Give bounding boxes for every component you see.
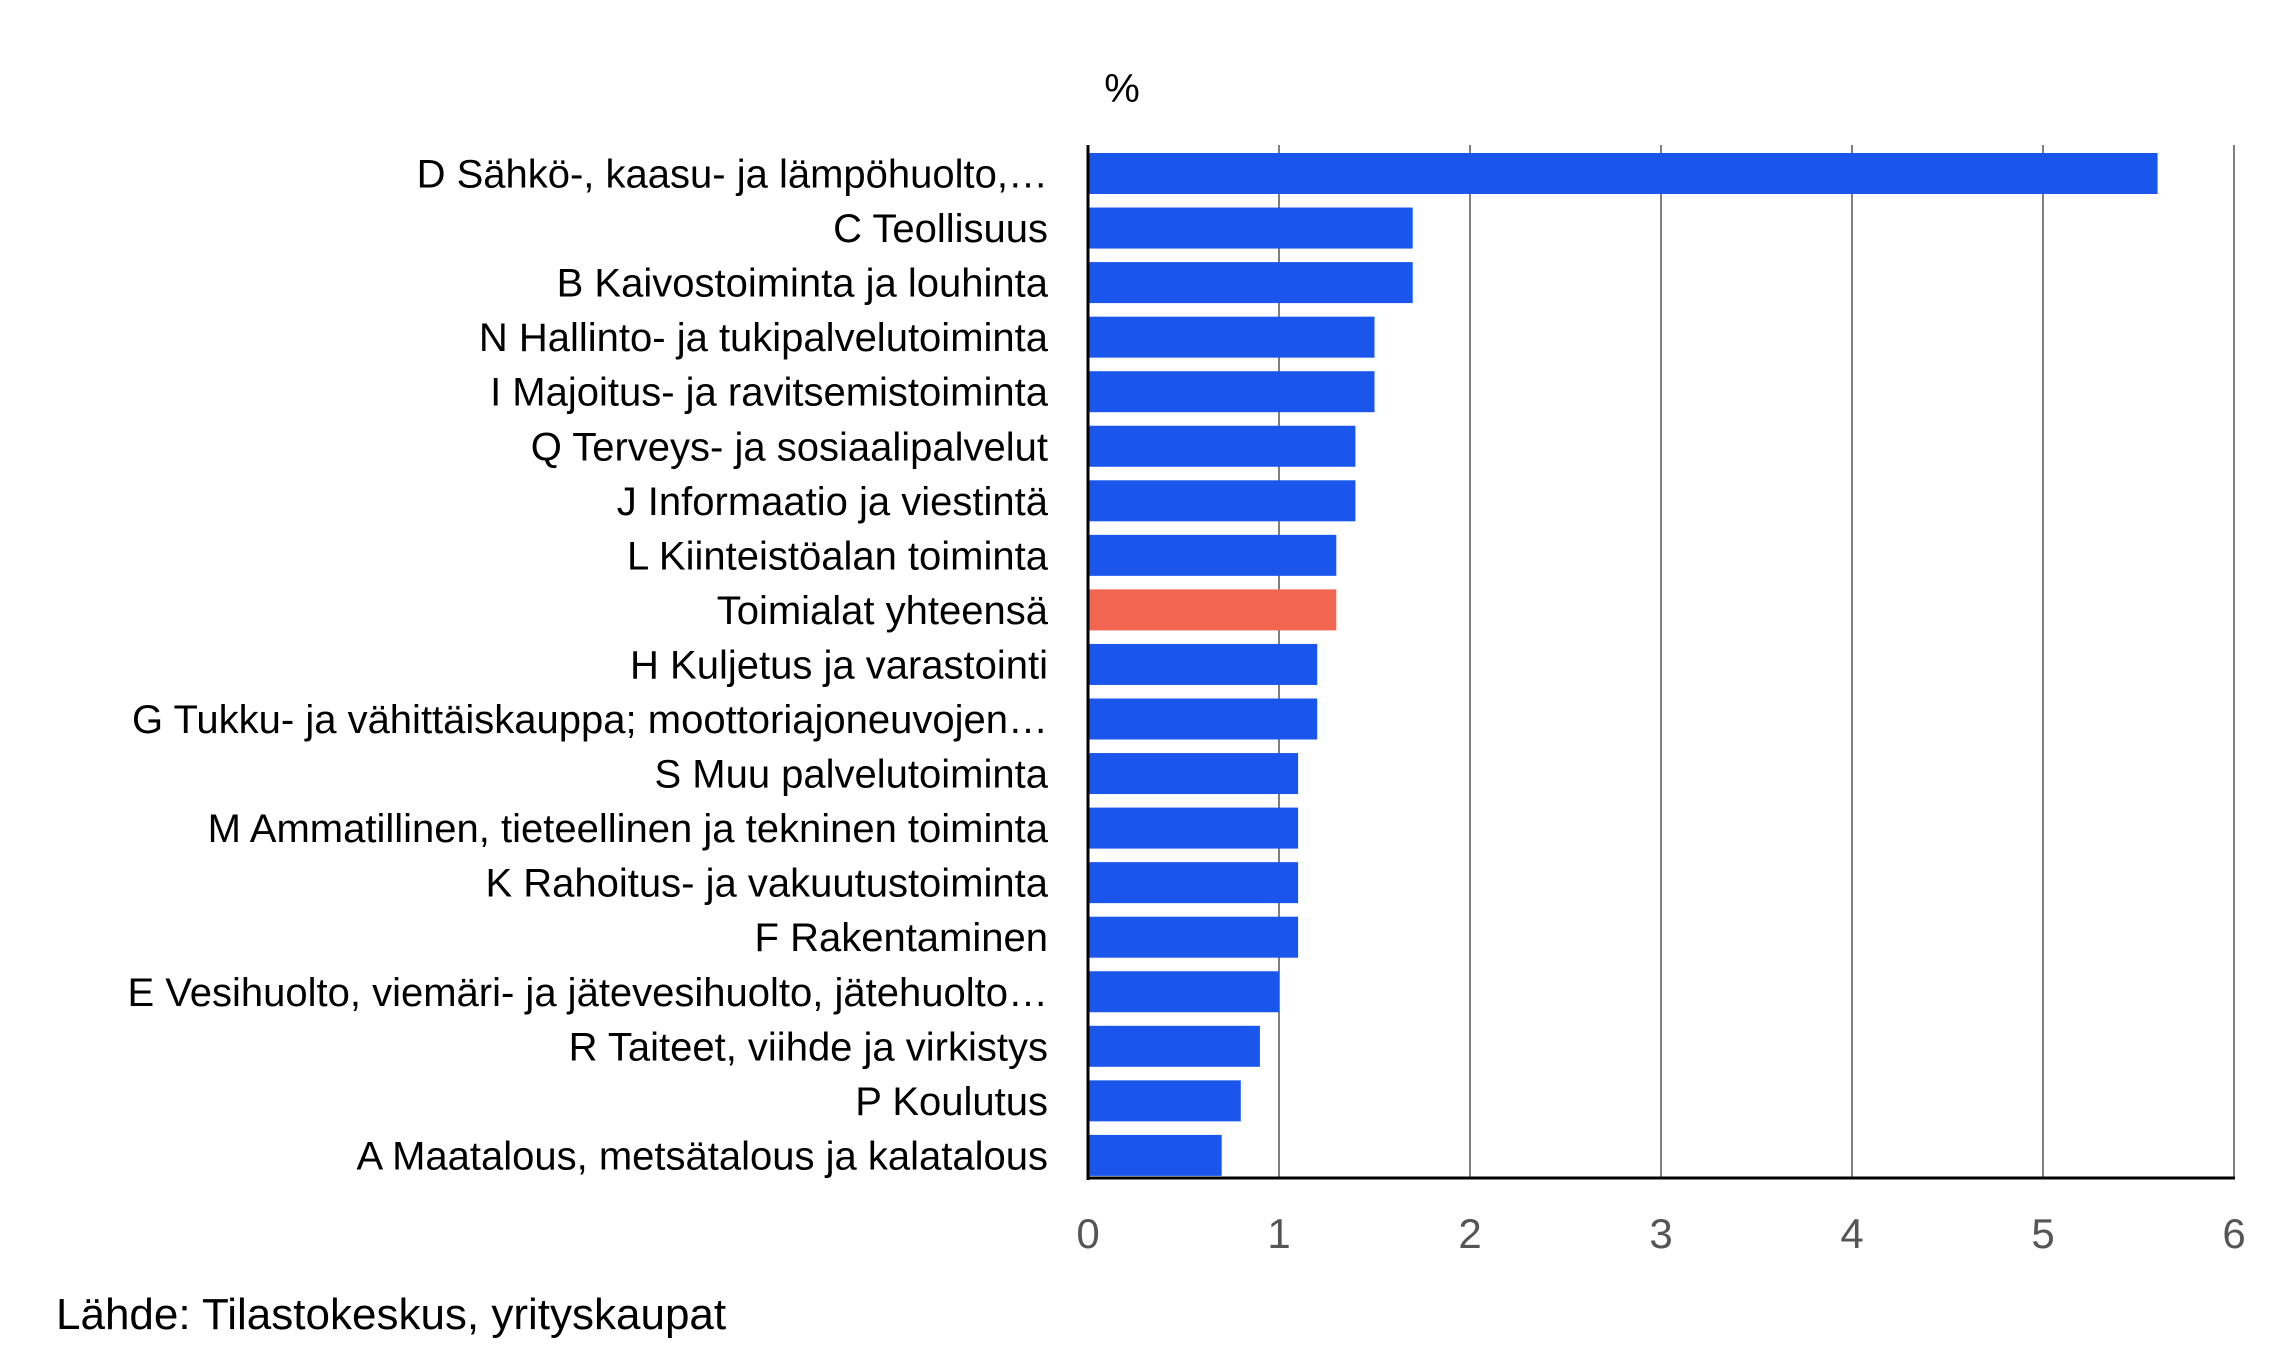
- category-label-4: I Majoitus- ja ravitsemistoiminta: [490, 371, 1049, 415]
- x-tick-6: 6: [2222, 1210, 2245, 1257]
- bar-2: [1088, 262, 1413, 304]
- bars: [1088, 153, 2158, 1176]
- bar-13: [1088, 862, 1299, 904]
- bar-4: [1088, 371, 1375, 413]
- source-note: Lähde: Tilastokeskus, yrityskaupat: [56, 1290, 727, 1339]
- bar-16: [1088, 1025, 1260, 1067]
- x-tick-3: 3: [1649, 1210, 1672, 1257]
- bar-12: [1088, 807, 1299, 849]
- bar-18: [1088, 1134, 1222, 1176]
- category-label-8: Toimialat yhteensä: [717, 589, 1049, 633]
- x-tick-4: 4: [1840, 1210, 1863, 1257]
- axes: [1086, 145, 2235, 1180]
- category-label-2: B Kaivostoiminta ja louhinta: [557, 262, 1049, 306]
- x-tick-2: 2: [1458, 1210, 1481, 1257]
- gridlines: [1278, 145, 2235, 1178]
- category-label-3: N Hallinto- ja tukipalvelutoiminta: [479, 316, 1049, 360]
- bar-11: [1088, 753, 1299, 795]
- category-label-18: A Maatalous, metsätalous ja kalatalous: [356, 1134, 1048, 1178]
- bar-10: [1088, 698, 1318, 740]
- category-label-10: G Tukku- ja vähittäiskauppa; moottoriajo…: [132, 698, 1048, 742]
- x-tick-0: 0: [1076, 1210, 1099, 1257]
- bar-17: [1088, 1080, 1241, 1122]
- category-label-15: E Vesihuolto, viemäri- ja jätevesihuolto…: [127, 971, 1048, 1015]
- unit-label: %: [1104, 67, 1140, 111]
- bar-6: [1088, 480, 1356, 522]
- category-label-11: S Muu palvelutoiminta: [654, 753, 1048, 797]
- category-label-17: P Koulutus: [855, 1080, 1048, 1124]
- bar-14: [1088, 916, 1299, 958]
- category-label-16: R Taiteet, viihde ja virkistys: [569, 1025, 1048, 1069]
- category-label-1: C Teollisuus: [833, 207, 1048, 251]
- bar-total: [1088, 589, 1337, 631]
- category-label-7: L Kiinteistöalan toiminta: [627, 534, 1049, 578]
- category-label-12: M Ammatillinen, tieteellinen ja tekninen…: [208, 807, 1049, 851]
- bar-1: [1088, 207, 1413, 249]
- bar-3: [1088, 316, 1375, 358]
- x-tick-labels: 0 1 2 3 4 5 6: [1076, 1210, 2245, 1257]
- category-label-0: D Sähkö-, kaasu- ja lämpöhuolto,…: [417, 153, 1048, 197]
- category-label-9: H Kuljetus ja varastointi: [630, 643, 1048, 687]
- bar-15: [1088, 971, 1279, 1013]
- x-tick-5: 5: [2031, 1210, 2054, 1257]
- category-label-6: J Informaatio ja viestintä: [617, 480, 1049, 524]
- bar-9: [1088, 643, 1318, 685]
- category-label-14: F Rakentaminen: [755, 916, 1048, 960]
- bar-5: [1088, 425, 1356, 467]
- category-labels: D Sähkö-, kaasu- ja lämpöhuolto,… C Teoll…: [127, 153, 1048, 1179]
- x-tick-1: 1: [1267, 1210, 1290, 1257]
- category-label-13: K Rahoitus- ja vakuutustoiminta: [486, 862, 1049, 906]
- category-label-5: Q Terveys- ja sosiaalipalvelut: [531, 425, 1048, 469]
- bar-0: [1088, 153, 2158, 194]
- bar-7: [1088, 534, 1337, 576]
